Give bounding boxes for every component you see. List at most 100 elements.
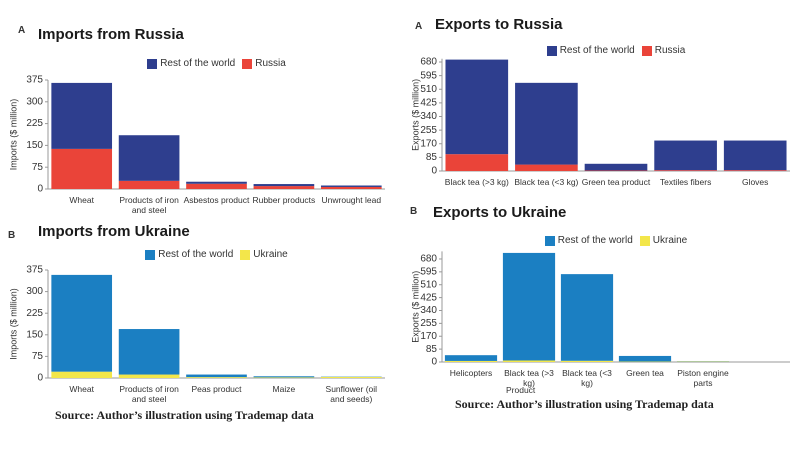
y-tick-label: 85 <box>426 344 438 355</box>
bar-segment <box>502 360 556 362</box>
legend-swatch <box>546 46 557 56</box>
legend-swatch <box>242 59 253 69</box>
y-tick-label: 340 <box>420 111 437 122</box>
y-tick-label: 300 <box>26 286 43 297</box>
y-axis-label: Imports ($ million) <box>8 99 18 171</box>
y-tick-label: 85 <box>426 152 438 163</box>
bar-segment <box>560 360 614 362</box>
bar-segment <box>723 140 787 171</box>
y-tick-label: 680 <box>420 254 437 265</box>
y-tick-label: 340 <box>420 305 437 316</box>
legend-swatch <box>641 46 652 56</box>
panel-label: A <box>18 25 26 36</box>
legend-swatch <box>145 250 156 260</box>
y-tick-label: 0 <box>37 184 43 195</box>
bar-segment <box>320 185 382 187</box>
chart-title: Imports from Russia <box>38 26 184 43</box>
legend-label: Rest of the world <box>160 58 236 69</box>
y-tick-label: 595 <box>420 266 437 277</box>
legend-label: Ukraine <box>652 235 688 246</box>
bar-segment <box>51 371 113 378</box>
y-tick-label: 425 <box>420 98 437 109</box>
y-tick-label: 375 <box>26 265 43 276</box>
bar-segment <box>186 183 247 189</box>
y-tick-label: 150 <box>26 140 43 151</box>
bar-segment <box>445 59 509 155</box>
y-tick-label: 0 <box>431 357 437 368</box>
x-tick-label: Products of iron and steel <box>119 384 179 404</box>
y-tick-label: 75 <box>32 351 44 362</box>
bar-segment <box>445 154 509 171</box>
bar-segment <box>654 170 717 171</box>
legend-label: Rest of the world <box>158 249 234 260</box>
chart-title: Exports to Ukraine <box>433 204 567 221</box>
legend-label: Russia <box>654 45 686 56</box>
bar-segment <box>444 355 498 361</box>
x-axis-label: Product <box>506 385 536 395</box>
bar-segment <box>118 180 180 189</box>
legend: Rest of the world Ukraine <box>137 250 297 260</box>
bar-segment <box>320 376 382 378</box>
legend-label: Rest of the world <box>557 235 633 246</box>
chart-title: Exports to Russia <box>435 16 563 33</box>
y-tick-label: 595 <box>420 70 437 81</box>
y-axis-label: Exports ($ million) <box>410 79 420 151</box>
bar-segment <box>502 252 556 361</box>
x-tick-label: Maize <box>272 384 296 394</box>
x-tick-label: Helicopters <box>449 368 493 378</box>
bar-segment <box>186 181 247 184</box>
bar-segment <box>618 355 672 362</box>
source-note: Source: Author’s illustration using Trad… <box>55 408 314 422</box>
bar-segment <box>51 148 113 189</box>
bar-segment <box>723 170 787 171</box>
bar-segment <box>186 377 247 378</box>
x-tick-label: Rubber products <box>252 195 316 205</box>
legend: Rest of the world Ukraine <box>536 236 696 246</box>
bar-segment <box>515 164 578 171</box>
y-tick-label: 0 <box>431 166 437 177</box>
y-tick-label: 75 <box>32 162 44 173</box>
panel-label: B <box>8 230 16 241</box>
x-tick-label: Gloves <box>741 177 769 187</box>
x-tick-label: Black tea (>3 kg) <box>504 368 554 388</box>
y-tick-label: 0 <box>37 373 43 384</box>
chart-title: Imports from Ukraine <box>38 223 190 240</box>
x-tick-label: Products of iron and steel <box>119 195 179 215</box>
y-axis-label: Exports ($ million) <box>410 271 420 343</box>
x-tick-label: Peas product <box>191 384 242 394</box>
y-axis-label: Imports ($ million) <box>8 288 18 360</box>
y-tick-label: 150 <box>26 329 43 340</box>
y-tick-label: 170 <box>420 331 437 342</box>
legend-swatch <box>544 236 555 246</box>
bar-segment <box>444 360 498 362</box>
x-tick-label: Green tea <box>626 368 664 378</box>
y-tick-label: 225 <box>26 308 43 319</box>
y-tick-label: 510 <box>420 279 437 290</box>
legend-swatch <box>639 236 650 246</box>
legend: Rest of the world Russia <box>137 59 297 69</box>
bar-segment <box>118 135 180 181</box>
x-tick-label: Textiles fibers <box>659 177 712 187</box>
bar-segment <box>51 82 113 149</box>
bar-segment <box>118 374 180 378</box>
y-tick-label: 510 <box>420 84 437 95</box>
bar-segment <box>320 186 382 189</box>
x-tick-label: Black tea (<3 kg) <box>514 177 579 187</box>
bar-segment <box>560 274 614 361</box>
legend-swatch <box>240 250 251 260</box>
x-tick-label: Black tea (<3 kg) <box>562 368 612 388</box>
x-tick-label: Wheat <box>69 384 94 394</box>
y-tick-label: 170 <box>420 138 437 149</box>
source-note: Source: Author’s illustration using Trad… <box>455 397 714 411</box>
panel-label: B <box>410 206 418 217</box>
legend-label: Russia <box>255 58 286 69</box>
bar-segment <box>654 140 717 171</box>
y-tick-label: 680 <box>420 57 437 68</box>
bar-segment <box>118 329 180 375</box>
x-tick-label: Wheat <box>69 195 94 205</box>
legend-swatch <box>147 59 158 69</box>
legend-label: Ukraine <box>253 249 288 260</box>
x-tick-label: Unwrought lead <box>321 195 382 205</box>
bar-segment <box>253 377 315 378</box>
